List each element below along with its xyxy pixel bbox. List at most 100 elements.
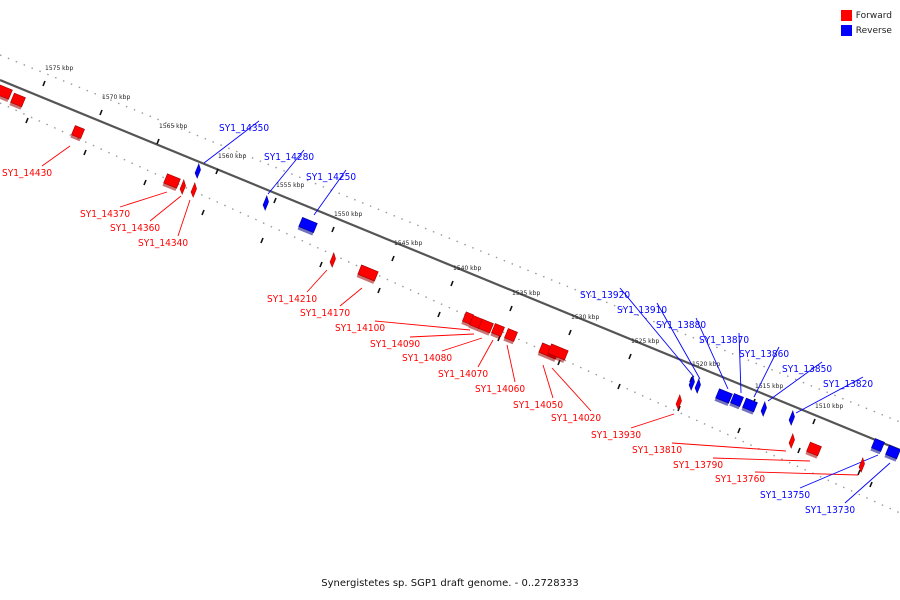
- gene-feature[interactable]: [693, 378, 702, 394]
- gene-feature[interactable]: [787, 433, 796, 449]
- gene-label[interactable]: SY1_14280: [264, 152, 314, 163]
- gene-feature[interactable]: [870, 438, 885, 455]
- gene-feature[interactable]: [477, 318, 494, 336]
- leader-line: [339, 287, 363, 307]
- leader-line: [203, 120, 260, 164]
- tick-label: 1520 kbp: [692, 361, 720, 368]
- gene-label[interactable]: SY1_14020: [551, 413, 601, 424]
- gene-feature[interactable]: [9, 92, 26, 110]
- gene-feature[interactable]: [178, 179, 187, 195]
- gene-feature[interactable]: [70, 125, 85, 142]
- gene-label[interactable]: SY1_13810: [632, 445, 682, 456]
- forward-swatch: [840, 10, 852, 21]
- gene-layer: [0, 84, 900, 473]
- gene-label[interactable]: SY1_13750: [760, 490, 810, 501]
- gene-label[interactable]: SY1_14050: [513, 400, 563, 411]
- tick-mark: [509, 305, 513, 312]
- tick-label: 1570 kbp: [102, 94, 130, 101]
- leader-line: [374, 320, 471, 331]
- gene-label[interactable]: SY1_13920: [580, 290, 630, 301]
- gene-label[interactable]: SY1_13850: [782, 364, 832, 375]
- gene-feature[interactable]: [490, 323, 505, 340]
- leader-line: [619, 287, 695, 378]
- gene-feature[interactable]: [193, 163, 202, 179]
- leader-line: [844, 462, 891, 504]
- gene-feature[interactable]: [687, 375, 696, 391]
- gene-label[interactable]: SY1_13930: [591, 430, 641, 441]
- leader-line: [738, 332, 742, 394]
- leader-line: [795, 376, 864, 414]
- gene-label[interactable]: SY1_14090: [370, 339, 420, 350]
- gene-label[interactable]: SY1_14060: [475, 384, 525, 395]
- gene-feature[interactable]: [787, 410, 796, 426]
- gene-feature[interactable]: [261, 195, 270, 211]
- upper-dotted-track: [0, 54, 900, 423]
- leader-line: [409, 333, 475, 338]
- tick-mark: [83, 149, 87, 156]
- gene-label[interactable]: SY1_14170: [300, 308, 350, 319]
- legend-item-forward: Forward: [840, 8, 892, 23]
- gene-label[interactable]: SY1_14100: [335, 323, 385, 334]
- tick-mark: [737, 427, 741, 434]
- gene-feature[interactable]: [546, 343, 569, 363]
- gene-label[interactable]: SY1_13730: [805, 505, 855, 516]
- gene-feature[interactable]: [328, 252, 337, 268]
- gene-label[interactable]: SY1_14360: [110, 223, 160, 234]
- gene-feature[interactable]: [503, 328, 518, 345]
- gene-feature[interactable]: [297, 216, 318, 236]
- genome-backbone: [0, 78, 900, 452]
- lower-dotted-track: [0, 102, 900, 514]
- gene-label[interactable]: SY1_14340: [138, 238, 188, 249]
- gene-label[interactable]: SY1_14250: [306, 172, 356, 183]
- gene-feature[interactable]: [162, 173, 181, 192]
- leader-line: [712, 457, 811, 462]
- tick-label: 1555 kbp: [276, 182, 304, 189]
- gene-feature[interactable]: [674, 394, 683, 410]
- gene-label[interactable]: SY1_14370: [80, 209, 130, 220]
- gene-label[interactable]: SY1_14430: [2, 168, 52, 179]
- gene-feature[interactable]: [857, 457, 866, 473]
- tick-label: 1530 kbp: [571, 314, 599, 321]
- leader-line: [119, 191, 168, 208]
- tick-mark: [319, 261, 323, 268]
- legend-item-reverse: Reverse: [840, 23, 892, 38]
- gene-label[interactable]: SY1_13860: [739, 349, 789, 360]
- gene-label[interactable]: SY1_14350: [219, 123, 269, 134]
- gene-feature[interactable]: [884, 444, 900, 462]
- gene-feature[interactable]: [729, 393, 744, 410]
- leader-line: [695, 317, 729, 390]
- leader-line: [799, 454, 879, 489]
- tick-mark: [215, 168, 219, 175]
- tick-label: 1575 kbp: [45, 65, 73, 72]
- gene-label[interactable]: SY1_13880: [656, 320, 706, 331]
- tick-label: 1565 kbp: [159, 123, 187, 130]
- gene-label[interactable]: SY1_13820: [823, 379, 873, 390]
- gene-label[interactable]: SY1_14080: [402, 353, 452, 364]
- gene-feature[interactable]: [356, 264, 379, 284]
- gene-feature[interactable]: [189, 182, 198, 198]
- gene-label[interactable]: SY1_13760: [715, 474, 765, 485]
- gene-feature[interactable]: [714, 388, 733, 407]
- tick-layer: 1575 kbp 1570 kbp 1565 kbp 1560 kbp 1555 kbp…: [25, 65, 873, 488]
- tick-label: 1550 kbp: [334, 211, 362, 218]
- gene-label[interactable]: SY1_14070: [438, 369, 488, 380]
- label-layer: SY1_14430 SY1_14370 SY1_14360 SY1_14340 SY1_…: [2, 123, 873, 516]
- leader-line: [551, 367, 592, 412]
- gene-feature[interactable]: [759, 401, 768, 417]
- gene-feature[interactable]: [0, 84, 13, 103]
- leader-line: [630, 413, 675, 429]
- tick-mark: [677, 405, 681, 412]
- gene-label[interactable]: SY1_13870: [699, 335, 749, 346]
- gene-feature[interactable]: [805, 441, 822, 459]
- gene-label[interactable]: SY1_13910: [617, 305, 667, 316]
- gene-label[interactable]: SY1_13790: [673, 460, 723, 471]
- gene-feature[interactable]: [741, 397, 758, 415]
- leader-layer: [41, 120, 891, 504]
- leader-line: [306, 269, 328, 293]
- gene-label[interactable]: SY1_14210: [267, 294, 317, 305]
- leader-line: [177, 199, 191, 237]
- leader-line: [149, 195, 182, 222]
- tick-label: 1510 kbp: [815, 403, 843, 410]
- tick-mark: [812, 418, 816, 425]
